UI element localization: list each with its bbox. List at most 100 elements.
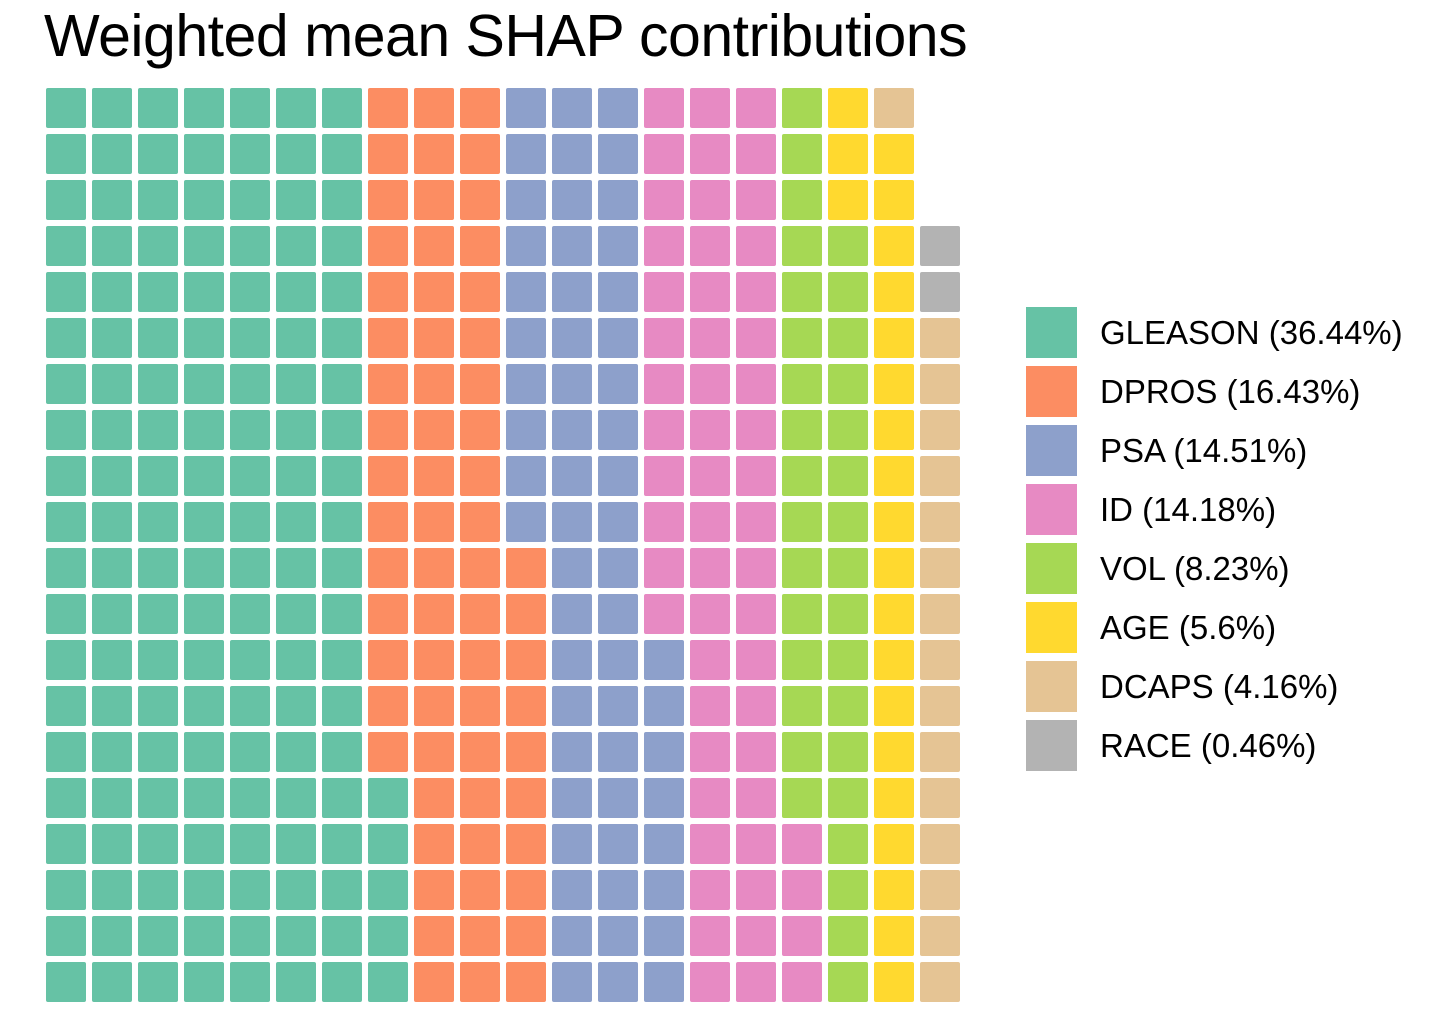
legend-swatch [1026, 661, 1077, 712]
waffle-cell-psa [552, 364, 592, 404]
waffle-cell-gleason [46, 134, 86, 174]
waffle-cell-gleason [92, 640, 132, 680]
waffle-cell-vol [782, 456, 822, 496]
waffle-cell-gleason [230, 502, 270, 542]
waffle-cell-dpros [368, 134, 408, 174]
waffle-cell-age [874, 870, 914, 910]
waffle-cell-gleason [322, 180, 362, 220]
waffle-cell-gleason [46, 732, 86, 772]
waffle-cell-gleason [138, 686, 178, 726]
waffle-cell-vol [782, 364, 822, 404]
waffle-cell-id [736, 134, 776, 174]
waffle-cell-id [644, 318, 684, 358]
waffle-cell-vol [782, 502, 822, 542]
waffle-cell-gleason [92, 732, 132, 772]
waffle-cell-gleason [230, 272, 270, 312]
waffle-cell-dpros [414, 318, 454, 358]
waffle-cell-dpros [414, 640, 454, 680]
waffle-cell-vol [828, 686, 868, 726]
waffle-cell-gleason [322, 594, 362, 634]
waffle-cell-id [736, 686, 776, 726]
waffle-cell-gleason [230, 548, 270, 588]
waffle-cell-gleason [322, 456, 362, 496]
waffle-cell-id [690, 364, 730, 404]
waffle-cell-vol [828, 916, 868, 956]
chart-title: Weighted mean SHAP contributions [44, 3, 968, 69]
waffle-cell-gleason [230, 364, 270, 404]
waffle-cell-gleason [46, 778, 86, 818]
waffle-cell-gleason [92, 410, 132, 450]
waffle-cell-gleason [184, 732, 224, 772]
waffle-cell-age [874, 180, 914, 220]
legend-item-dcaps: DCAPS (4.16%) [1026, 661, 1403, 712]
waffle-cell-dpros [506, 778, 546, 818]
waffle-cell-dpros [368, 548, 408, 588]
waffle-cell-dpros [414, 456, 454, 496]
waffle-cell-age [874, 594, 914, 634]
waffle-cell-psa [552, 870, 592, 910]
waffle-cell-gleason [138, 272, 178, 312]
waffle-cell-psa [598, 88, 638, 128]
waffle-cell-gleason [46, 594, 86, 634]
waffle-cell-id [736, 456, 776, 496]
waffle-cell-id [644, 548, 684, 588]
waffle-cell-gleason [368, 870, 408, 910]
waffle-cell-dpros [460, 594, 500, 634]
waffle-cell-psa [552, 456, 592, 496]
waffle-cell-gleason [46, 502, 86, 542]
waffle-cell-id [690, 594, 730, 634]
waffle-cell-vol [782, 226, 822, 266]
waffle-cell-dpros [368, 732, 408, 772]
waffle-cell-psa [552, 916, 592, 956]
waffle-cell-gleason [276, 502, 316, 542]
waffle-cell-dpros [460, 502, 500, 542]
waffle-cell-dpros [368, 272, 408, 312]
waffle-cell-vol [828, 548, 868, 588]
waffle-cell-vol [828, 502, 868, 542]
waffle-cell-dpros [460, 824, 500, 864]
waffle-cell-vol [828, 824, 868, 864]
waffle-cell-gleason [322, 318, 362, 358]
waffle-cell-gleason [322, 824, 362, 864]
waffle-cell-psa [644, 640, 684, 680]
waffle-cell-vol [782, 548, 822, 588]
waffle-cell-id [736, 870, 776, 910]
waffle-cell-dpros [506, 548, 546, 588]
waffle-cell-gleason [46, 870, 86, 910]
waffle-cell-dpros [414, 502, 454, 542]
waffle-cell-dpros [414, 778, 454, 818]
waffle-cell-gleason [230, 456, 270, 496]
waffle-cell-gleason [46, 272, 86, 312]
waffle-cell-gleason [322, 134, 362, 174]
waffle-cell-gleason [138, 318, 178, 358]
waffle-cell-psa [598, 824, 638, 864]
waffle-cell-psa [598, 364, 638, 404]
waffle-cell-dpros [414, 88, 454, 128]
waffle-cell-gleason [322, 962, 362, 1002]
waffle-cell-gleason [276, 548, 316, 588]
waffle-cell-dpros [460, 778, 500, 818]
waffle-cell-id [690, 226, 730, 266]
legend-label: RACE (0.46%) [1100, 726, 1317, 764]
waffle-cell-gleason [230, 778, 270, 818]
waffle-cell-id [690, 962, 730, 1002]
waffle-cell-id [736, 594, 776, 634]
waffle-cell-psa [552, 594, 592, 634]
waffle-cell-psa [598, 962, 638, 1002]
waffle-cell-id [782, 870, 822, 910]
waffle-cell-dpros [460, 410, 500, 450]
waffle-cell-gleason [138, 364, 178, 404]
waffle-cell-vol [782, 732, 822, 772]
waffle-cell-gleason [46, 226, 86, 266]
waffle-cell-id [736, 778, 776, 818]
waffle-cell-id [690, 824, 730, 864]
waffle-cell-gleason [230, 640, 270, 680]
waffle-cell-age [874, 962, 914, 1002]
waffle-cell-dpros [506, 916, 546, 956]
waffle-cell-gleason [368, 824, 408, 864]
waffle-cell-psa [552, 226, 592, 266]
waffle-cell-id [736, 318, 776, 358]
waffle-cell-id [690, 548, 730, 588]
waffle-cell-dpros [460, 456, 500, 496]
waffle-cell-dpros [414, 180, 454, 220]
